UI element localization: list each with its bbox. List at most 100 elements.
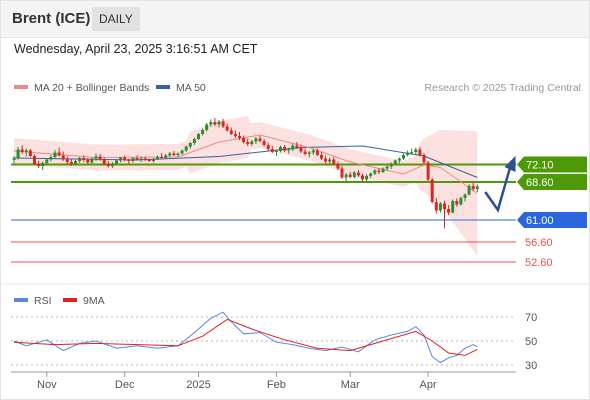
candle	[258, 136, 262, 143]
candle	[434, 198, 438, 214]
candle-body	[283, 147, 287, 151]
candle	[397, 157, 401, 164]
candle	[205, 123, 209, 132]
candle-body	[447, 209, 451, 213]
candle-body	[176, 153, 180, 155]
candle	[475, 184, 479, 192]
candle-body	[151, 159, 155, 161]
timeframe-button[interactable]: DAILY	[92, 7, 140, 31]
candle	[119, 157, 123, 163]
candle-body	[192, 139, 196, 143]
ma20-legend-swatch	[14, 85, 28, 89]
candle-body	[434, 202, 438, 211]
x-tick-label-2025: 2025	[186, 379, 210, 391]
candle	[184, 145, 188, 152]
candle	[381, 167, 385, 173]
candle	[270, 146, 274, 153]
candle-body	[49, 157, 53, 160]
candle-body	[238, 136, 241, 138]
candle	[324, 155, 328, 164]
level-tag-72.10	[517, 156, 587, 173]
candle-body	[229, 130, 233, 134]
candle-body	[340, 168, 344, 178]
candle	[160, 153, 164, 159]
candle	[250, 140, 254, 146]
candle	[82, 155, 86, 162]
rsi-legend-swatch	[14, 298, 28, 302]
candle-body	[336, 164, 340, 169]
candle-body	[135, 158, 139, 160]
candle	[393, 159, 397, 166]
candle-body	[311, 150, 315, 153]
candle-body	[352, 172, 356, 177]
bollinger-band-area	[14, 116, 478, 256]
x-tick-label-Apr: Apr	[420, 379, 437, 391]
candle-body	[459, 198, 463, 205]
candle-body	[258, 138, 262, 141]
candle	[463, 193, 467, 202]
level-tag-68.60	[517, 174, 587, 190]
candle-body	[184, 146, 188, 151]
candle	[336, 161, 340, 170]
candle	[340, 166, 344, 179]
candle-body	[361, 175, 364, 180]
candle	[320, 152, 323, 160]
candle-body	[160, 157, 164, 158]
candle	[106, 161, 110, 168]
candle-body	[291, 145, 295, 150]
candle	[65, 156, 69, 165]
candle	[197, 133, 200, 140]
candle-body	[463, 194, 467, 198]
candle	[131, 157, 135, 163]
candle	[274, 149, 278, 156]
x-tick-label-Dec: Dec	[115, 379, 135, 391]
candle	[172, 151, 176, 156]
candle	[180, 149, 184, 155]
candle	[110, 162, 114, 168]
candle	[98, 154, 102, 161]
candle	[209, 119, 213, 127]
candle-body	[139, 158, 143, 160]
candle	[28, 149, 32, 157]
scenario-arrowhead	[504, 156, 516, 172]
candle-body	[24, 150, 28, 152]
candle	[78, 157, 82, 163]
candle	[86, 158, 90, 164]
x-tick-label-Mar: Mar	[341, 379, 360, 391]
candle	[217, 120, 221, 128]
candle	[201, 128, 205, 136]
candle-body	[402, 155, 405, 159]
chart-header: Brent (ICE) DAILY	[1, 1, 589, 38]
candle	[53, 150, 57, 159]
candle-body	[250, 141, 254, 144]
candle-body	[82, 158, 86, 160]
candle	[361, 173, 364, 182]
candle	[156, 155, 159, 160]
candle-body	[110, 164, 114, 166]
candle-body	[123, 157, 127, 160]
candle-body	[119, 157, 123, 161]
candle	[123, 155, 127, 162]
ma50-legend-swatch	[156, 85, 170, 89]
candle	[295, 142, 299, 149]
candle-body	[143, 158, 147, 160]
candle	[242, 135, 246, 144]
candle-body	[221, 121, 225, 127]
candle-body	[156, 157, 159, 159]
candle-body	[455, 201, 459, 205]
scenario-arrow	[484, 156, 516, 213]
candle-body	[225, 126, 229, 131]
candle	[471, 183, 475, 191]
candle-body	[168, 153, 172, 156]
candle-body	[127, 160, 131, 161]
candle-body	[147, 160, 151, 161]
candle	[90, 157, 94, 164]
candle-body	[328, 159, 332, 162]
candle	[213, 118, 217, 126]
candle	[233, 130, 237, 138]
candle	[221, 119, 225, 128]
candle-body	[115, 160, 118, 164]
candle-body	[348, 174, 352, 177]
level-label-72.10: 72.10	[526, 160, 554, 172]
